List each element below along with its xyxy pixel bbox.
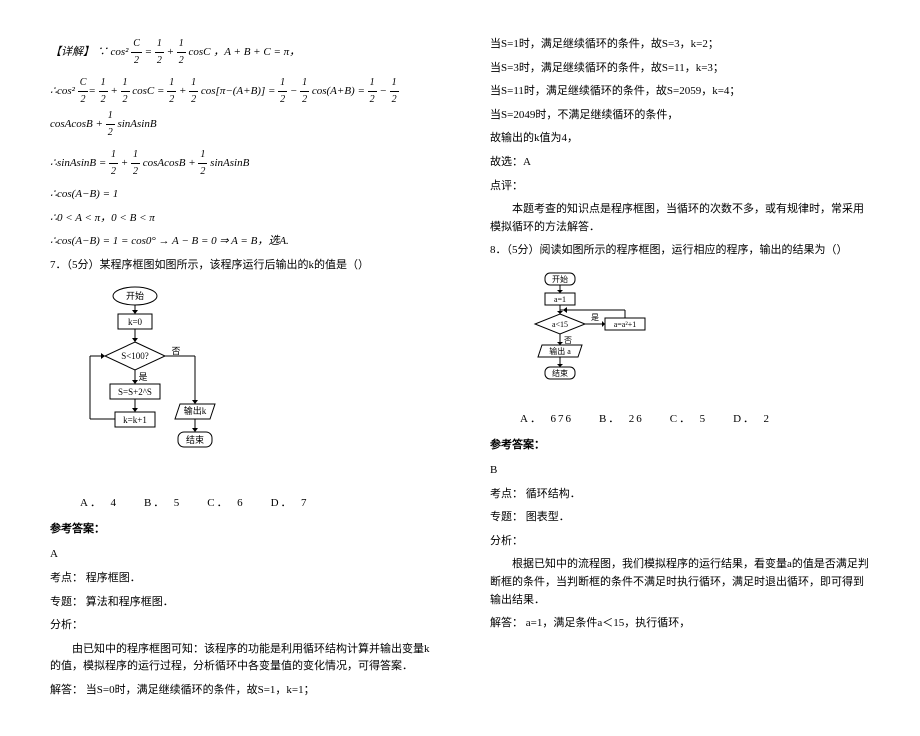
fc1-step1: S=S+2^S [118,387,152,397]
left-column: 【详解】 ∵ cos² C2 = 12 + 12 cosC ，A + B + C… [50,30,430,706]
fc1-yes: 是 [138,372,147,382]
equation-5: ∴0 < A < π，0 < B < π [50,210,430,228]
fc2-init: a=1 [554,295,566,304]
flowchart-2-svg: 开始 a=1 a<15 是 否 a=a²+1 输出 a [520,270,660,400]
fc1-start: 开始 [126,290,144,301]
q7-options: A． 4 B． 5 C． 6 D． 7 [80,494,430,510]
q7-fenxi-label: 分析： [50,617,430,635]
step-s5: 故输出的k值为4， [490,130,870,148]
fc2-output: 输出 a [549,346,571,356]
q8-fenxi-label: 分析： [490,533,870,551]
fc1-init: k=0 [128,317,143,327]
question-7: 7．（5分）某程序框图如图所示，该程序运行后输出的k的值是（） [50,257,430,275]
right-column: 当S=1时，满足继续循环的条件，故S=3，k=2； 当S=3时，满足继续循环的条… [490,30,870,706]
q8-answer-label: 参考答案： [490,436,870,452]
step-s3: 当S=11时，满足继续循环的条件，故S=2059，k=4； [490,83,870,101]
fc2-end: 结束 [552,368,568,378]
fc1-cond: S<100? [121,351,149,361]
fc1-end: 结束 [186,434,204,445]
q7-answer-label: 参考答案： [50,520,430,536]
step-s6: 故选：A [490,154,870,172]
fc2-no: 否 [564,336,572,345]
fc2-step: a=a²+1 [614,320,637,329]
q8-zhuanti: 专题： 图表型． [490,509,870,527]
step-s2: 当S=3时，满足继续循环的条件，故S=11，k=3； [490,60,870,78]
step-s4: 当S=2049时，不满足继续循环的条件， [490,107,870,125]
dianping-label: 点评： [490,178,870,196]
q8-jieda: 解答： a=1，满足条件a＜15，执行循环， [490,615,870,633]
q7-zhuanti: 专题： 算法和程序框图． [50,594,430,612]
q7-kaodian: 考点： 程序框图． [50,570,430,588]
equation-2: ∴cos² C2= 12 + 12 cosC = 12 + 12 cos[π−(… [50,75,430,141]
equation-4: ∴cos(A−B) = 1 [50,186,430,204]
fc1-output: 输出k [184,405,207,416]
equation-6: ∴cos(A−B) = 1 = cos0° → A − B = 0 ⇒ A = … [50,233,430,251]
equation-3: ∴sinAsinB = 12 + 12 cosAcosB + 12 sinAsi… [50,147,430,180]
q8-options: A． 676 B． 26 C． 5 D． 2 [520,410,870,426]
flowchart-2: 开始 a=1 a<15 是 否 a=a²+1 输出 a [520,270,870,400]
fc2-cond: a<15 [552,320,568,329]
step-s1: 当S=1时，满足继续循环的条件，故S=3，k=2； [490,36,870,54]
flowchart-1-svg: 开始 k=0 S<100? 否 是 S=S+2^S k=k+1 [80,284,230,484]
question-8: 8．（5分）阅读如图所示的程序框图，运行相应的程序，输出的结果为（） [490,242,870,260]
fc1-step2: k=k+1 [123,415,147,425]
q7-jieda: 解答： 当S=0时，满足继续循环的条件，故S=1，k=1； [50,682,430,700]
q7-answer: A [50,546,430,564]
q8-kaodian: 考点： 循环结构． [490,486,870,504]
q8-answer: B [490,462,870,480]
flowchart-1: 开始 k=0 S<100? 否 是 S=S+2^S k=k+1 [80,284,430,484]
fc2-start: 开始 [552,274,568,284]
fc1-no: 否 [171,346,180,356]
detail-label: 【详解】 [50,46,94,58]
page: 【详解】 ∵ cos² C2 = 12 + 12 cosC ，A + B + C… [50,30,870,706]
equation-1: 【详解】 ∵ cos² C2 = 12 + 12 cosC ，A + B + C… [50,36,430,69]
q8-fenxi: 根据已知中的流程图，我们模拟程序的运行结果，看变量a的值是否满足判断框的条件，当… [490,556,870,609]
dianping: 本题考查的知识点是程序框图，当循环的次数不多，或有规律时，常采用模拟循环的方法解… [490,201,870,236]
q7-fenxi: 由已知中的程序框图可知：该程序的功能是利用循环结构计算并输出变量k的值，模拟程序… [50,641,430,676]
fc2-yes: 是 [591,313,599,322]
